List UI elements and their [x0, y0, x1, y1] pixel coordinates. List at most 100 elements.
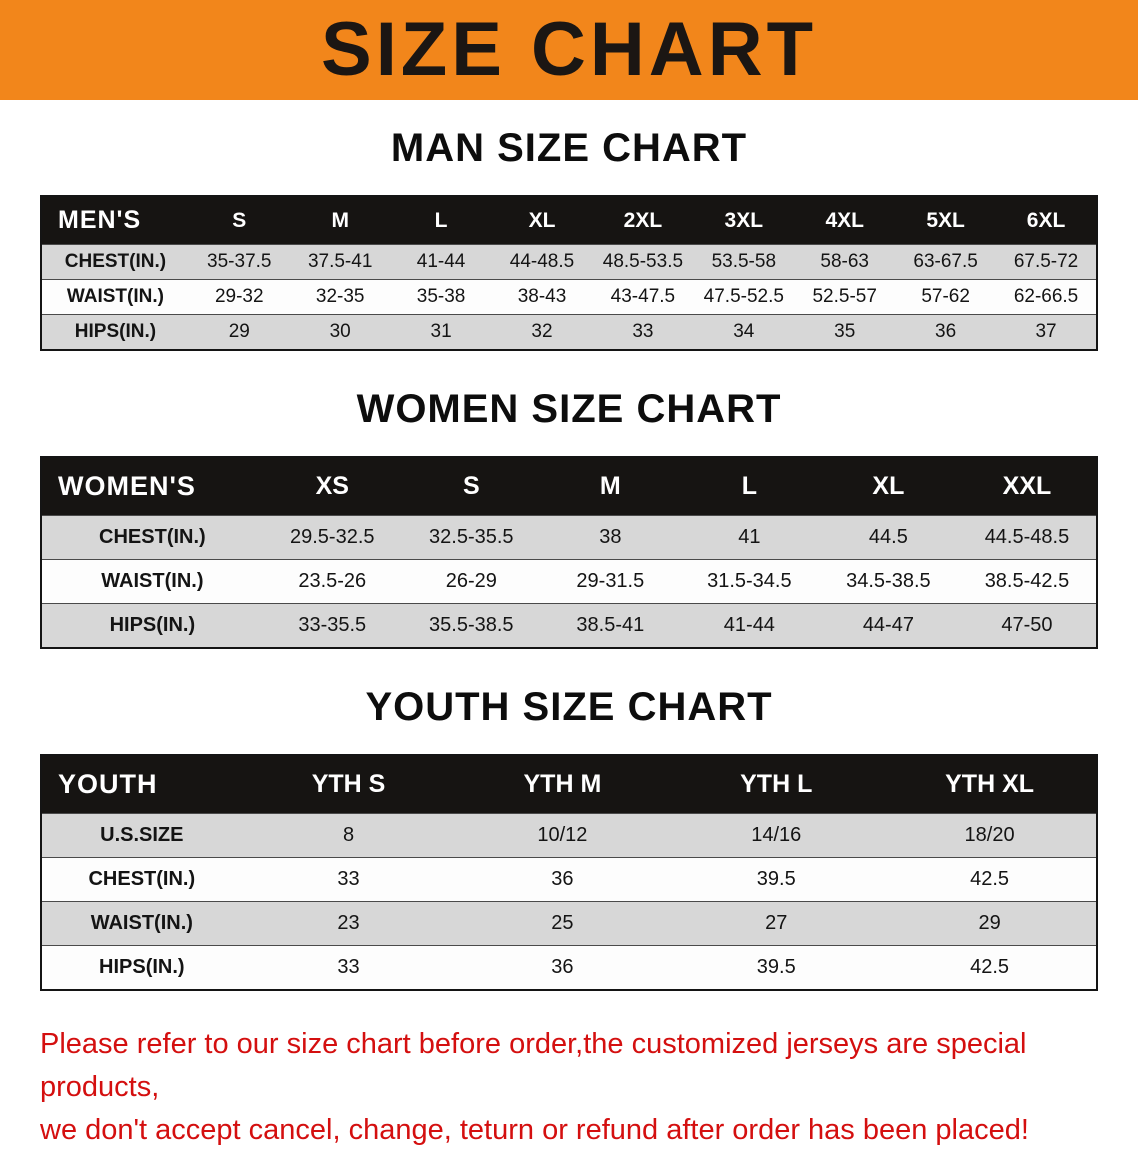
women-section-heading: WOMEN SIZE CHART [356, 387, 782, 431]
size-value-cell: 41-44 [416, 251, 466, 272]
size-value-cell: 63-67.5 [913, 251, 978, 272]
size-value-cell: 33 [337, 868, 360, 890]
size-column-header: YTH S [241, 755, 456, 814]
size-value-cell: 36 [551, 956, 574, 978]
size-value-cell: 27 [765, 912, 788, 934]
table-row: HIPS(IN.) 29 30 31 32 33 34 35 36 37 [41, 314, 1097, 350]
table-header-row: YOUTH YTH S YTH M YTH L YTH XL [41, 755, 1097, 814]
size-value-cell: 42.5 [970, 956, 1010, 978]
table-title-cell: WOMEN'S [41, 457, 263, 516]
size-value-cell: 47.5-52.5 [703, 286, 784, 307]
row-label: WAIST(IN.) [90, 912, 193, 934]
row-label: HIPS(IN.) [74, 321, 157, 342]
size-value-cell: 26-29 [445, 570, 497, 592]
size-column-header: M [289, 196, 391, 245]
size-value-cell: 25 [551, 912, 574, 934]
size-value-cell: 31.5-34.5 [707, 570, 792, 592]
youth-size-chart-section: YOUTH SIZE CHART YOUTH YTH S YTH M YTH L YTH… [0, 685, 1138, 991]
size-value-cell: 52.5-57 [812, 286, 877, 307]
size-value-cell: 35 [834, 321, 856, 342]
table-row: WAIST(IN.) 23 25 27 29 [41, 901, 1097, 946]
size-value-cell: 35.5-38.5 [429, 614, 514, 636]
youth-section-heading: YOUTH SIZE CHART [365, 685, 773, 729]
men-size-chart-section: MAN SIZE CHART MEN'S S M L XL 2XL 3XL 4XL 5XL 6XL… [0, 126, 1138, 351]
size-column-header: M [540, 457, 680, 516]
table-title-cell: MEN'S [41, 196, 189, 245]
size-column-header: XXL [957, 457, 1097, 516]
size-value-cell: 32.5-35.5 [429, 526, 514, 548]
size-value-cell: 29-31.5 [576, 570, 645, 592]
size-value-cell: 34 [733, 321, 755, 342]
size-value-cell: 43-47.5 [610, 286, 676, 307]
size-value-cell: 57-62 [921, 286, 970, 307]
size-column-header: XL [818, 457, 958, 516]
size-column-header: 2XL [592, 196, 694, 245]
size-value-cell: 36 [551, 868, 574, 890]
size-value-cell: 29-32 [214, 286, 264, 307]
row-label: U.S.SIZE [100, 824, 184, 846]
row-label: WAIST(IN.) [101, 570, 204, 592]
size-value-cell: 38.5-41 [576, 614, 645, 636]
youth-size-table: YOUTH YTH S YTH M YTH L YTH XL U.S.SIZE 8 10/12… [40, 754, 1098, 991]
size-value-cell: 38.5-42.5 [984, 570, 1070, 592]
size-value-cell: 29 [228, 321, 250, 342]
page-title: SIZE CHART [321, 7, 817, 92]
size-value-cell: 32 [531, 321, 553, 342]
size-value-cell: 14/16 [751, 824, 802, 846]
size-value-cell: 10/12 [537, 824, 588, 846]
size-value-cell: 44.5-48.5 [984, 526, 1070, 548]
row-label: CHEST(IN.) [64, 251, 167, 272]
size-column-header: 3XL [693, 196, 795, 245]
size-value-cell: 38-43 [517, 286, 567, 307]
table-header-row: MEN'S S M L XL 2XL 3XL 4XL 5XL 6XL [41, 196, 1097, 245]
size-value-cell: 23.5-26 [298, 570, 367, 592]
size-value-cell: 41 [738, 526, 761, 548]
size-value-cell: 44-47 [862, 614, 914, 636]
banner: SIZE CHART [0, 0, 1138, 100]
size-column-header: 6XL [996, 196, 1097, 245]
size-column-header: S [401, 457, 541, 516]
size-value-cell: 39.5 [756, 956, 796, 978]
size-column-header: 5XL [895, 196, 997, 245]
size-column-header: XS [262, 457, 402, 516]
size-value-cell: 62-66.5 [1013, 286, 1079, 307]
size-value-cell: 36 [935, 321, 957, 342]
size-value-cell: 48.5-53.5 [602, 251, 684, 272]
row-label: WAIST(IN.) [66, 286, 164, 307]
size-column-header: L [390, 196, 492, 245]
size-column-header: S [188, 196, 290, 245]
size-value-cell: 33 [337, 956, 360, 978]
size-column-header: YTH XL [883, 755, 1097, 814]
table-row: WAIST(IN.) 29-32 32-35 35-38 38-43 43-47.5 47.… [41, 279, 1097, 315]
size-value-cell: 29 [978, 912, 1001, 934]
size-value-cell: 35-38 [416, 286, 466, 307]
size-value-cell: 39.5 [756, 868, 796, 890]
size-column-header: 4XL [794, 196, 896, 245]
men-size-table: MEN'S S M L XL 2XL 3XL 4XL 5XL 6XL CHEST(IN.) 35-37… [40, 195, 1098, 351]
row-label: CHEST(IN.) [99, 526, 206, 548]
table-title-cell: YOUTH [41, 755, 242, 814]
size-value-cell: 41-44 [723, 614, 775, 636]
disclaimer-line-1: Please refer to our size chart before or… [40, 1028, 1027, 1103]
size-value-cell: 34.5-38.5 [846, 570, 931, 592]
size-value-cell: 47-50 [1001, 614, 1053, 636]
size-value-cell: 23 [337, 912, 360, 934]
size-value-cell: 8 [342, 824, 355, 846]
size-value-cell: 33 [632, 321, 654, 342]
table-header-row: WOMEN'S XS S M L XL XXL [41, 457, 1097, 516]
size-value-cell: 38 [599, 526, 622, 548]
disclaimer-line-2: we don't accept cancel, change, teturn o… [40, 1113, 1029, 1146]
size-value-cell: 37 [1035, 321, 1057, 342]
size-value-cell: 31 [430, 321, 452, 342]
size-column-header: L [679, 457, 819, 516]
table-row: HIPS(IN.) 33-35.5 35.5-38.5 38.5-41 41-44 44-… [41, 603, 1097, 648]
row-label: HIPS(IN.) [99, 956, 185, 978]
size-value-cell: 37.5-41 [307, 251, 373, 272]
table-row: U.S.SIZE 8 10/12 14/16 18/20 [41, 813, 1097, 858]
size-value-cell: 33-35.5 [298, 614, 367, 636]
size-column-header: YTH L [669, 755, 884, 814]
row-label: CHEST(IN.) [88, 868, 196, 890]
women-size-chart-section: WOMEN SIZE CHART WOMEN'S XS S M L XL XXL CHEST(… [0, 387, 1138, 649]
men-section-heading: MAN SIZE CHART [390, 126, 748, 170]
women-size-table: WOMEN'S XS S M L XL XXL CHEST(IN.) 29.5-32.5 32.5… [40, 456, 1098, 649]
